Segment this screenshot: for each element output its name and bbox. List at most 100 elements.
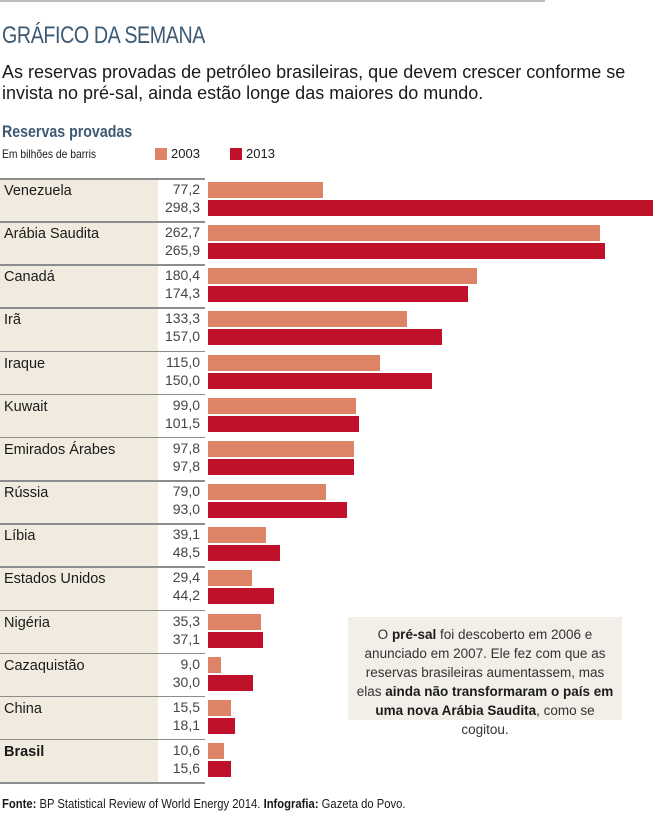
annotation-text: O: [377, 627, 392, 642]
country-label: Estados Unidos: [4, 571, 106, 588]
bar-2003: [208, 268, 478, 285]
value-label-2003: 262,7: [164, 224, 200, 241]
value-label-2013: 30,0: [172, 673, 200, 690]
country-label: Emirados Árabes: [4, 441, 116, 458]
bar-2003: [208, 354, 380, 371]
source-credit: Fonte: BP Statistical Review of World En…: [2, 797, 405, 811]
bar-2013: [208, 458, 354, 475]
bar-2003: [208, 742, 224, 759]
value-label-2013: 265,9: [164, 242, 200, 259]
country-label: Líbia: [4, 528, 36, 545]
country-label: China: [4, 700, 42, 717]
value-label-2003: 133,3: [164, 310, 200, 327]
value-label-2013: 298,3: [164, 199, 200, 215]
value-label-2013: 18,1: [172, 716, 200, 733]
bar-2003: [208, 182, 324, 198]
country-label: Irã: [4, 312, 21, 329]
value-label-2003: 9,0: [180, 655, 200, 672]
bar-2003: [208, 570, 252, 587]
row-separator: [0, 264, 205, 266]
chart-row: Estados Unidos 29,4 44,2: [0, 566, 660, 609]
bar-2003: [208, 440, 354, 457]
value-label-2003: 180,4: [164, 267, 200, 284]
value-label-2013: 97,8: [172, 457, 200, 474]
bar-2013: [208, 502, 347, 519]
value-label-2003: 35,3: [172, 612, 200, 629]
value-label-2013: 174,3: [164, 285, 200, 302]
row-separator: [0, 436, 205, 439]
country-label: Cazaquistão: [4, 657, 85, 674]
value-label-2013: 157,0: [164, 328, 200, 345]
country-label: Canadá: [4, 269, 55, 286]
bar-2003: [208, 699, 232, 716]
chart-subtitle: Em bilhões de barris: [2, 147, 97, 161]
bar-2003: [208, 527, 267, 544]
country-label: Nigéria: [4, 614, 50, 631]
bar-2003: [208, 397, 356, 414]
row-separator: [0, 523, 205, 525]
bar-2013: [208, 372, 432, 389]
row-separator: [0, 221, 205, 223]
country-label: Iraque: [4, 355, 46, 372]
row-separator: [0, 609, 205, 611]
chart-row: Líbia 39,1 48,5: [0, 523, 660, 566]
row-separator: [0, 652, 205, 655]
bar-2013: [208, 545, 281, 562]
chart-row: Nigéria 35,3 37,1: [0, 609, 660, 653]
annotation-box: O pré-sal foi descoberto em 2006 e anunc…: [348, 617, 622, 737]
legend-label-2003: 2003: [171, 146, 200, 161]
annotation-emphasis: pré-sal: [391, 627, 437, 642]
annotation-emphasis: ainda não transformaram o país em uma no…: [375, 684, 614, 718]
section-kicker: GRÁFICO DA SEMANA: [2, 22, 205, 49]
chart-row: Arábia Saudita 262,7 265,9: [0, 221, 660, 264]
bar-2013: [208, 329, 443, 346]
country-label: Kuwait: [4, 398, 48, 415]
row-separator: [0, 350, 205, 353]
source-label: Fonte:: [2, 797, 37, 811]
bar-2013: [208, 415, 360, 432]
legend-swatch-2003: [155, 147, 167, 160]
chart-row: Rússia 79,0 93,0: [0, 480, 660, 523]
row-separator: [0, 307, 205, 309]
annotation-text: foi descoberto em 2006 e anunciado em 20…: [356, 627, 606, 699]
chart-row: Iraque 115,0 150,0: [0, 350, 660, 394]
bar-2013: [208, 631, 264, 648]
bar-2003: [208, 656, 222, 673]
bar-2013: [208, 200, 653, 216]
bar-2003: [208, 613, 261, 630]
annotation-text: , como se cogitou.: [461, 703, 595, 737]
bar-2003: [208, 311, 407, 328]
value-label-2003: 79,0: [172, 483, 200, 500]
chart-title: Reservas provadas: [2, 123, 133, 141]
value-label-2013: 150,0: [164, 371, 200, 388]
chart-row: China 15,5 18,1: [0, 695, 660, 739]
row-separator: [0, 393, 205, 396]
country-label: Arábia Saudita: [4, 226, 100, 243]
legend-item-2003: 2003: [155, 146, 200, 161]
bar-2013: [208, 286, 469, 303]
bar-2013: [208, 588, 274, 605]
top-rule: [0, 0, 545, 2]
value-label-2013: 37,1: [172, 630, 200, 647]
value-label-2013: 93,0: [172, 501, 200, 518]
legend-item-2013: 2013: [230, 146, 275, 161]
chart-row: Irã 133,3 157,0: [0, 307, 660, 350]
value-label-2003: 99,0: [172, 396, 200, 413]
bar-2013: [208, 674, 253, 691]
lede-text: As reservas provadas de petróleo brasile…: [2, 62, 626, 103]
value-label-2003: 10,6: [172, 741, 200, 758]
chart-row: Kuwait 99,0 101,5: [0, 393, 660, 437]
value-label-2003: 77,2: [172, 181, 200, 197]
value-label-2013: 15,6: [172, 759, 200, 776]
value-label-2013: 48,5: [172, 544, 200, 561]
row-separator: [0, 480, 205, 482]
row-separator: [0, 178, 205, 180]
value-label-2003: 115,0: [166, 353, 200, 370]
row-separator: [0, 782, 205, 784]
legend-swatch-2013: [230, 147, 242, 160]
bar-2013: [208, 760, 232, 777]
credit-text: Gazeta do Povo.: [318, 797, 406, 811]
country-label: Brasil: [4, 743, 45, 760]
value-label-2003: 97,8: [172, 439, 200, 456]
legend-label-2013: 2013: [246, 146, 275, 161]
